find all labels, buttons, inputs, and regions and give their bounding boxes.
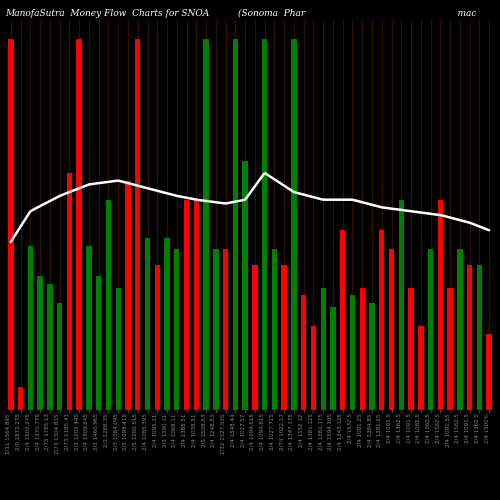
Bar xyxy=(311,326,316,410)
Bar xyxy=(418,326,424,410)
Bar xyxy=(135,39,140,410)
Bar xyxy=(66,173,72,410)
Bar xyxy=(154,264,160,410)
Bar xyxy=(126,180,130,410)
Bar xyxy=(47,284,52,410)
Bar xyxy=(350,296,355,410)
Bar xyxy=(370,303,374,410)
Bar xyxy=(476,264,482,410)
Bar xyxy=(360,288,365,410)
Bar xyxy=(438,200,443,410)
Bar xyxy=(28,246,33,410)
Bar xyxy=(213,250,218,410)
Bar xyxy=(116,288,121,410)
Bar xyxy=(291,39,296,410)
Bar xyxy=(164,238,170,410)
Bar xyxy=(38,276,43,410)
Bar xyxy=(486,334,492,410)
Text: ManofaSutra  Money Flow  Charts for SNOA          (Sonoma  Phar                 : ManofaSutra Money Flow Charts for SNOA (… xyxy=(5,8,476,18)
Bar xyxy=(398,200,404,410)
Bar xyxy=(467,264,472,410)
Bar xyxy=(106,200,111,410)
Bar xyxy=(282,264,287,410)
Bar xyxy=(301,296,306,410)
Bar xyxy=(320,288,326,410)
Bar xyxy=(242,162,248,410)
Bar xyxy=(262,39,268,410)
Bar xyxy=(86,246,92,410)
Bar xyxy=(457,250,462,410)
Bar xyxy=(340,230,345,410)
Bar xyxy=(18,387,24,410)
Bar xyxy=(174,250,180,410)
Bar xyxy=(448,288,453,410)
Bar xyxy=(184,200,189,410)
Bar xyxy=(389,250,394,410)
Bar xyxy=(232,39,238,410)
Bar xyxy=(194,200,199,410)
Bar xyxy=(76,39,82,410)
Bar xyxy=(428,250,434,410)
Bar xyxy=(204,39,209,410)
Bar xyxy=(145,238,150,410)
Bar xyxy=(8,39,14,410)
Bar xyxy=(379,230,384,410)
Bar xyxy=(96,276,102,410)
Bar xyxy=(223,250,228,410)
Bar xyxy=(330,307,336,410)
Bar xyxy=(57,303,62,410)
Bar xyxy=(272,250,277,410)
Bar xyxy=(252,264,258,410)
Bar xyxy=(408,288,414,410)
